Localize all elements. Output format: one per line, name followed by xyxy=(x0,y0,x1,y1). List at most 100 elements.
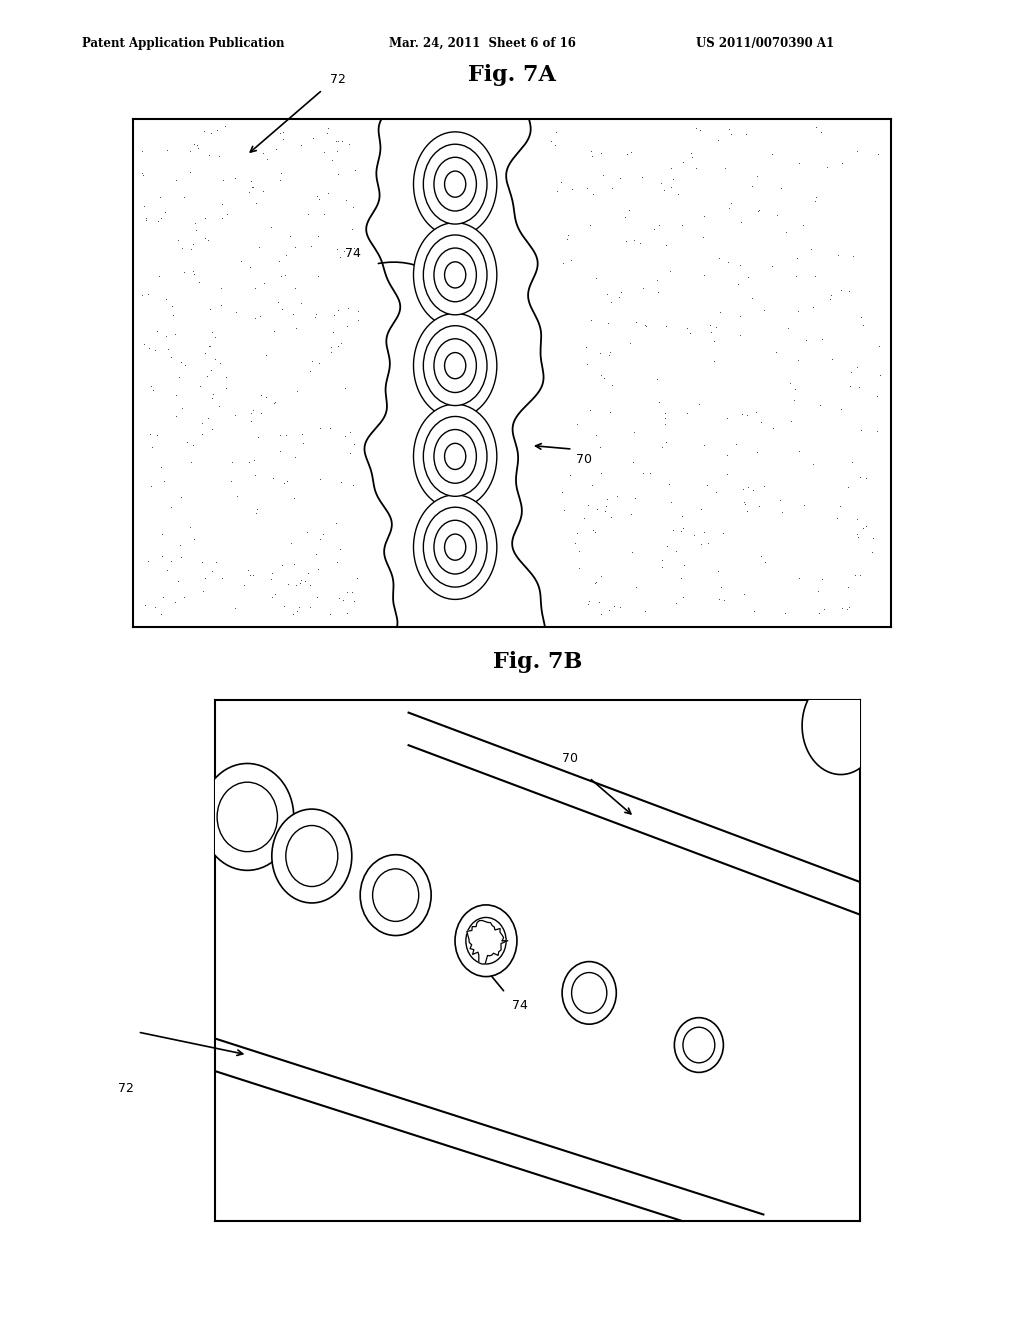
Point xyxy=(799,330,815,351)
Point xyxy=(153,209,169,230)
Ellipse shape xyxy=(802,677,880,775)
Point xyxy=(814,329,830,350)
Point xyxy=(258,387,274,408)
Point xyxy=(153,603,169,624)
Point xyxy=(791,441,807,462)
Polygon shape xyxy=(467,920,508,964)
Point xyxy=(332,247,348,268)
Ellipse shape xyxy=(571,973,607,1014)
Point xyxy=(649,269,666,290)
Point xyxy=(338,581,354,602)
Point xyxy=(807,190,823,211)
Point xyxy=(651,214,668,235)
Point xyxy=(808,186,824,207)
Point xyxy=(307,304,324,325)
Point xyxy=(285,304,301,325)
Point xyxy=(715,521,731,543)
Point xyxy=(604,178,621,199)
Point xyxy=(687,117,703,139)
Point xyxy=(713,301,729,322)
Point xyxy=(602,292,618,313)
Point xyxy=(814,569,830,590)
Point xyxy=(245,400,261,421)
Point xyxy=(204,388,220,409)
Point xyxy=(812,395,828,416)
Point xyxy=(282,226,298,247)
Point xyxy=(289,380,305,401)
Point xyxy=(560,224,577,246)
Point xyxy=(213,568,229,589)
Point xyxy=(822,284,839,305)
Point xyxy=(655,180,672,201)
Point xyxy=(716,590,732,611)
Point xyxy=(850,527,866,548)
Point xyxy=(743,288,760,309)
Point xyxy=(696,265,713,286)
Point xyxy=(247,277,263,298)
Point xyxy=(637,314,653,335)
Point xyxy=(581,591,597,612)
Text: 70: 70 xyxy=(577,453,593,466)
Point xyxy=(272,265,289,286)
Point xyxy=(295,433,311,454)
Text: 74: 74 xyxy=(512,999,527,1012)
Point xyxy=(312,417,329,438)
Point xyxy=(257,345,273,366)
Point xyxy=(274,121,291,143)
Point xyxy=(599,313,615,334)
Ellipse shape xyxy=(434,429,476,483)
Ellipse shape xyxy=(562,961,616,1024)
Point xyxy=(345,474,361,495)
Point xyxy=(710,560,726,581)
Point xyxy=(790,300,806,321)
Point xyxy=(855,314,871,335)
Point xyxy=(663,176,679,197)
Point xyxy=(773,178,790,199)
Ellipse shape xyxy=(423,507,487,587)
Point xyxy=(278,264,294,285)
Point xyxy=(740,267,757,288)
Ellipse shape xyxy=(444,352,466,379)
Point xyxy=(195,424,211,445)
Point xyxy=(159,140,175,161)
Ellipse shape xyxy=(444,261,466,288)
Point xyxy=(293,135,309,156)
Point xyxy=(824,348,841,370)
Point xyxy=(344,218,360,239)
Point xyxy=(681,323,697,345)
Point xyxy=(339,602,355,623)
Text: US 2011/0070390 A1: US 2011/0070390 A1 xyxy=(696,37,835,50)
Point xyxy=(750,199,766,220)
Point xyxy=(635,277,651,298)
Point xyxy=(593,364,609,385)
Ellipse shape xyxy=(434,248,476,302)
Point xyxy=(807,265,823,286)
Point xyxy=(796,494,812,515)
Point xyxy=(852,420,868,441)
Point xyxy=(133,140,150,161)
Point xyxy=(788,248,805,269)
Ellipse shape xyxy=(444,444,466,470)
Point xyxy=(596,500,612,521)
Ellipse shape xyxy=(414,132,497,236)
Point xyxy=(713,576,729,597)
Point xyxy=(645,219,662,240)
Point xyxy=(699,532,716,553)
Point xyxy=(200,230,216,251)
Point xyxy=(335,589,351,610)
Point xyxy=(585,475,601,496)
Point xyxy=(183,239,200,260)
Point xyxy=(764,143,780,164)
Point xyxy=(623,503,639,524)
Point xyxy=(702,314,719,335)
Ellipse shape xyxy=(373,869,419,921)
Point xyxy=(768,342,784,363)
Point xyxy=(710,129,726,150)
Point xyxy=(634,166,650,187)
Point xyxy=(163,496,179,517)
Point xyxy=(756,475,772,496)
Point xyxy=(611,597,628,618)
Point xyxy=(612,281,629,302)
Point xyxy=(869,420,886,441)
Point xyxy=(323,337,339,358)
